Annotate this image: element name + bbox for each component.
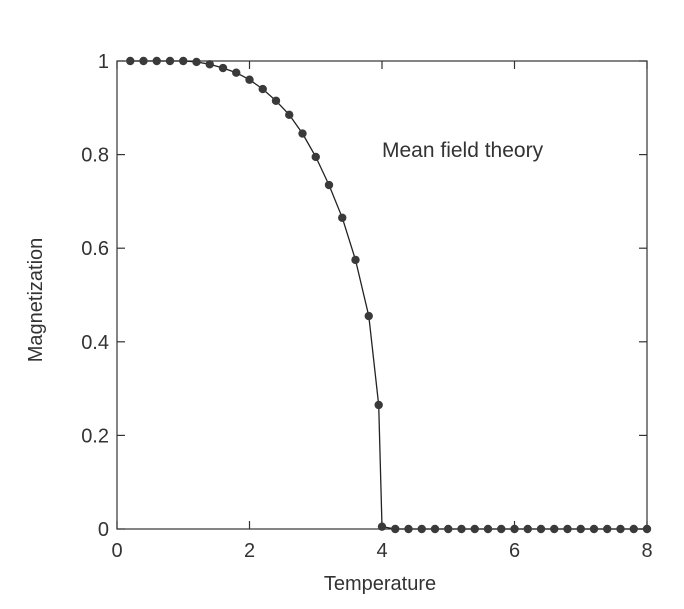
- y-tick-label: 0.2: [81, 425, 109, 447]
- data-point: [232, 68, 241, 77]
- data-point: [351, 255, 360, 265]
- x-tick-label: 8: [641, 540, 652, 562]
- data-point: [483, 524, 493, 534]
- data-point: [271, 96, 281, 105]
- data-point: [298, 129, 307, 138]
- data-point: [497, 524, 506, 534]
- data-point: [285, 110, 294, 120]
- data-point: [629, 524, 638, 534]
- data-point: [616, 524, 625, 534]
- axis-ticks: [116, 60, 648, 530]
- plot-frame: [116, 60, 648, 530]
- y-tick-label: 0: [98, 519, 109, 541]
- y-tick-label: 1: [98, 51, 109, 73]
- data-point: [126, 56, 135, 66]
- data-point: [324, 180, 334, 190]
- x-tick-label: 2: [244, 540, 255, 562]
- data-point: [642, 524, 652, 534]
- axis-tick-labels: 0 2 4 6 8 0 0.2 0.4 0.6 0.8 1: [81, 51, 652, 562]
- data-point: [165, 56, 175, 66]
- data-point: [258, 84, 267, 94]
- y-tick-label: 0.8: [81, 145, 109, 167]
- data-point: [603, 524, 612, 534]
- data-point: [152, 56, 161, 66]
- data-point: [364, 311, 373, 321]
- data-point: [205, 60, 214, 69]
- data-point: [391, 524, 400, 534]
- annotation-mean-field-theory: Mean field theory: [382, 139, 544, 162]
- x-tick-label: 4: [376, 540, 387, 562]
- y-tick-label: 0.6: [81, 238, 109, 260]
- data-point: [510, 524, 519, 534]
- data-point: [550, 524, 559, 534]
- data-points: [126, 56, 652, 534]
- data-point: [338, 213, 347, 222]
- data-point: [523, 524, 532, 534]
- data-point: [377, 522, 387, 531]
- data-point: [430, 524, 440, 534]
- data-point: [404, 524, 413, 534]
- y-tick-label: 0.4: [81, 332, 109, 354]
- data-point: [374, 400, 383, 410]
- x-axis-title: Temperature: [324, 573, 436, 595]
- data-point: [311, 152, 320, 162]
- data-point: [470, 524, 479, 534]
- y-axis-title: Magnetization: [25, 238, 47, 363]
- data-point: [218, 63, 228, 73]
- x-tick-label: 6: [509, 540, 520, 562]
- data-point: [245, 75, 254, 84]
- data-point: [417, 524, 426, 534]
- x-tick-label: 0: [111, 540, 122, 562]
- data-point: [536, 524, 546, 534]
- data-point: [192, 57, 201, 67]
- data-point: [444, 524, 453, 534]
- data-point: [179, 56, 188, 66]
- data-point: [457, 524, 466, 534]
- data-point: [563, 524, 572, 534]
- data-point: [139, 56, 148, 66]
- data-point: [589, 524, 599, 534]
- series-line: [130, 60, 647, 530]
- data-point: [576, 524, 585, 534]
